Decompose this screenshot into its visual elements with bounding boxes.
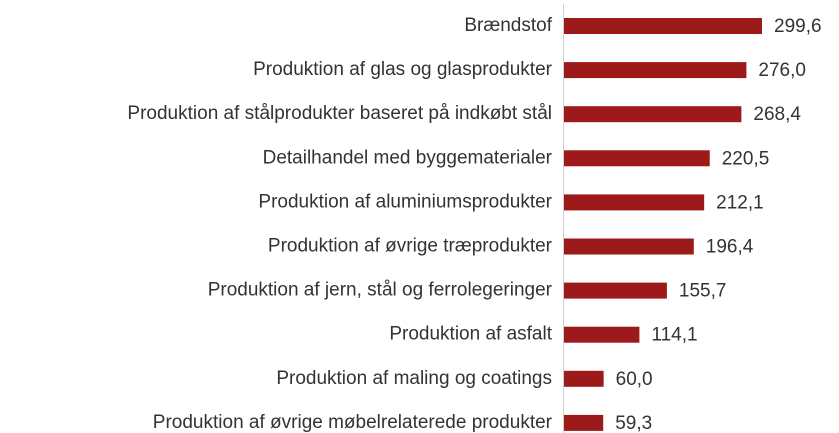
value-label: 59,3: [615, 413, 652, 433]
value-label: 276,0: [758, 60, 806, 81]
category-label: Produktion af stålprodukter baseret på i…: [127, 103, 552, 124]
value-label: 155,7: [679, 281, 727, 302]
category-label: Produktion af øvrige træprodukter: [268, 236, 553, 257]
value-label: 268,4: [753, 104, 801, 125]
bar: [564, 414, 604, 431]
bar: [564, 62, 747, 79]
bar: [564, 370, 604, 387]
category-label: Produktion af aluminiumsprodukter: [258, 191, 552, 212]
category-label: Produktion af maling og coatings: [276, 368, 552, 389]
category-label: Produktion af asfalt: [389, 324, 552, 345]
value-label: 299,6: [774, 16, 822, 37]
bar: [564, 106, 742, 123]
value-label: 60,0: [616, 369, 653, 390]
value-label: 114,1: [651, 325, 697, 346]
bar: [564, 194, 705, 211]
bar: [564, 150, 710, 167]
bar: [564, 238, 694, 255]
value-label: 196,4: [706, 237, 754, 258]
category-label: Produktion af øvrige møbelrelaterede pro…: [153, 412, 553, 433]
bar: [564, 282, 667, 299]
value-label: 212,1: [716, 192, 764, 213]
category-label: Produktion af glas og glasprodukter: [253, 59, 553, 80]
category-label: Produktion af jern, stål og ferrolegerin…: [208, 280, 553, 301]
category-label: Brændstof: [464, 15, 552, 36]
category-label: Detailhandel med byggematerialer: [263, 147, 553, 168]
value-label: 220,5: [722, 148, 770, 169]
bar: [564, 326, 640, 343]
bar: [564, 18, 762, 34]
